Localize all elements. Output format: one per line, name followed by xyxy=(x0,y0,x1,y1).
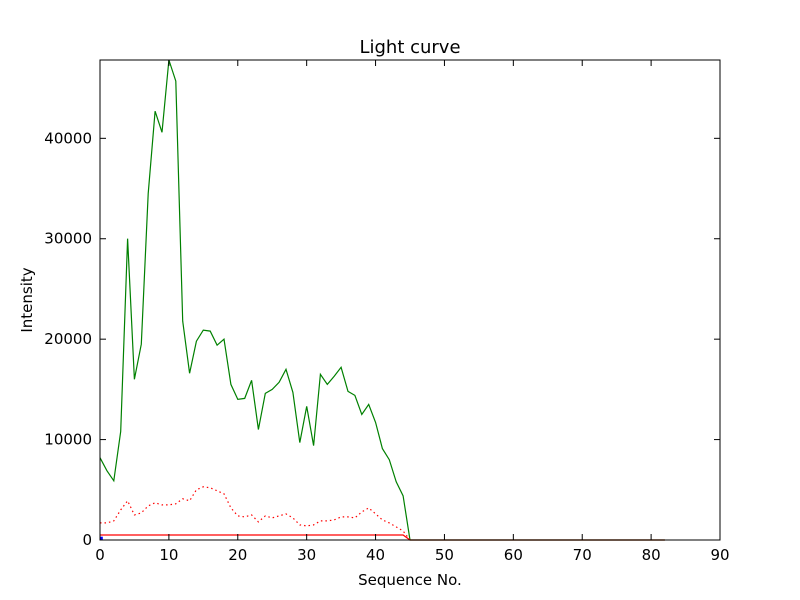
y-tick-label: 20000 xyxy=(44,330,92,348)
series-line-3 xyxy=(100,534,665,541)
y-tick-label: 30000 xyxy=(44,230,92,248)
series-line-1 xyxy=(99,59,665,541)
x-tick-label: 30 xyxy=(297,546,316,564)
x-axis-label: Sequence No. xyxy=(358,571,462,589)
y-axis-label: Intensity xyxy=(18,267,36,332)
y-tick-label: 40000 xyxy=(44,129,92,147)
x-tick-label: 10 xyxy=(159,546,178,564)
y-tick-label: 10000 xyxy=(44,431,92,449)
series-layer xyxy=(99,59,665,541)
x-tick-label: 60 xyxy=(504,546,523,564)
x-tick-label: 0 xyxy=(95,546,105,564)
y-tick-label: 0 xyxy=(82,531,92,549)
x-tick-label: 90 xyxy=(710,546,729,564)
x-tick-label: 20 xyxy=(228,546,247,564)
plot-frame xyxy=(99,59,721,541)
x-tick-label: 80 xyxy=(642,546,661,564)
x-tick-label: 40 xyxy=(366,546,385,564)
x-tick-label: 70 xyxy=(573,546,592,564)
series-line-2 xyxy=(100,486,411,541)
x-tick-label: 50 xyxy=(435,546,454,564)
ticks-layer: 0 10 20 30 40 50 60 70 80 90 0 10000 20000 30000 40000 xyxy=(44,60,730,564)
chart-title: Light curve xyxy=(359,37,460,58)
